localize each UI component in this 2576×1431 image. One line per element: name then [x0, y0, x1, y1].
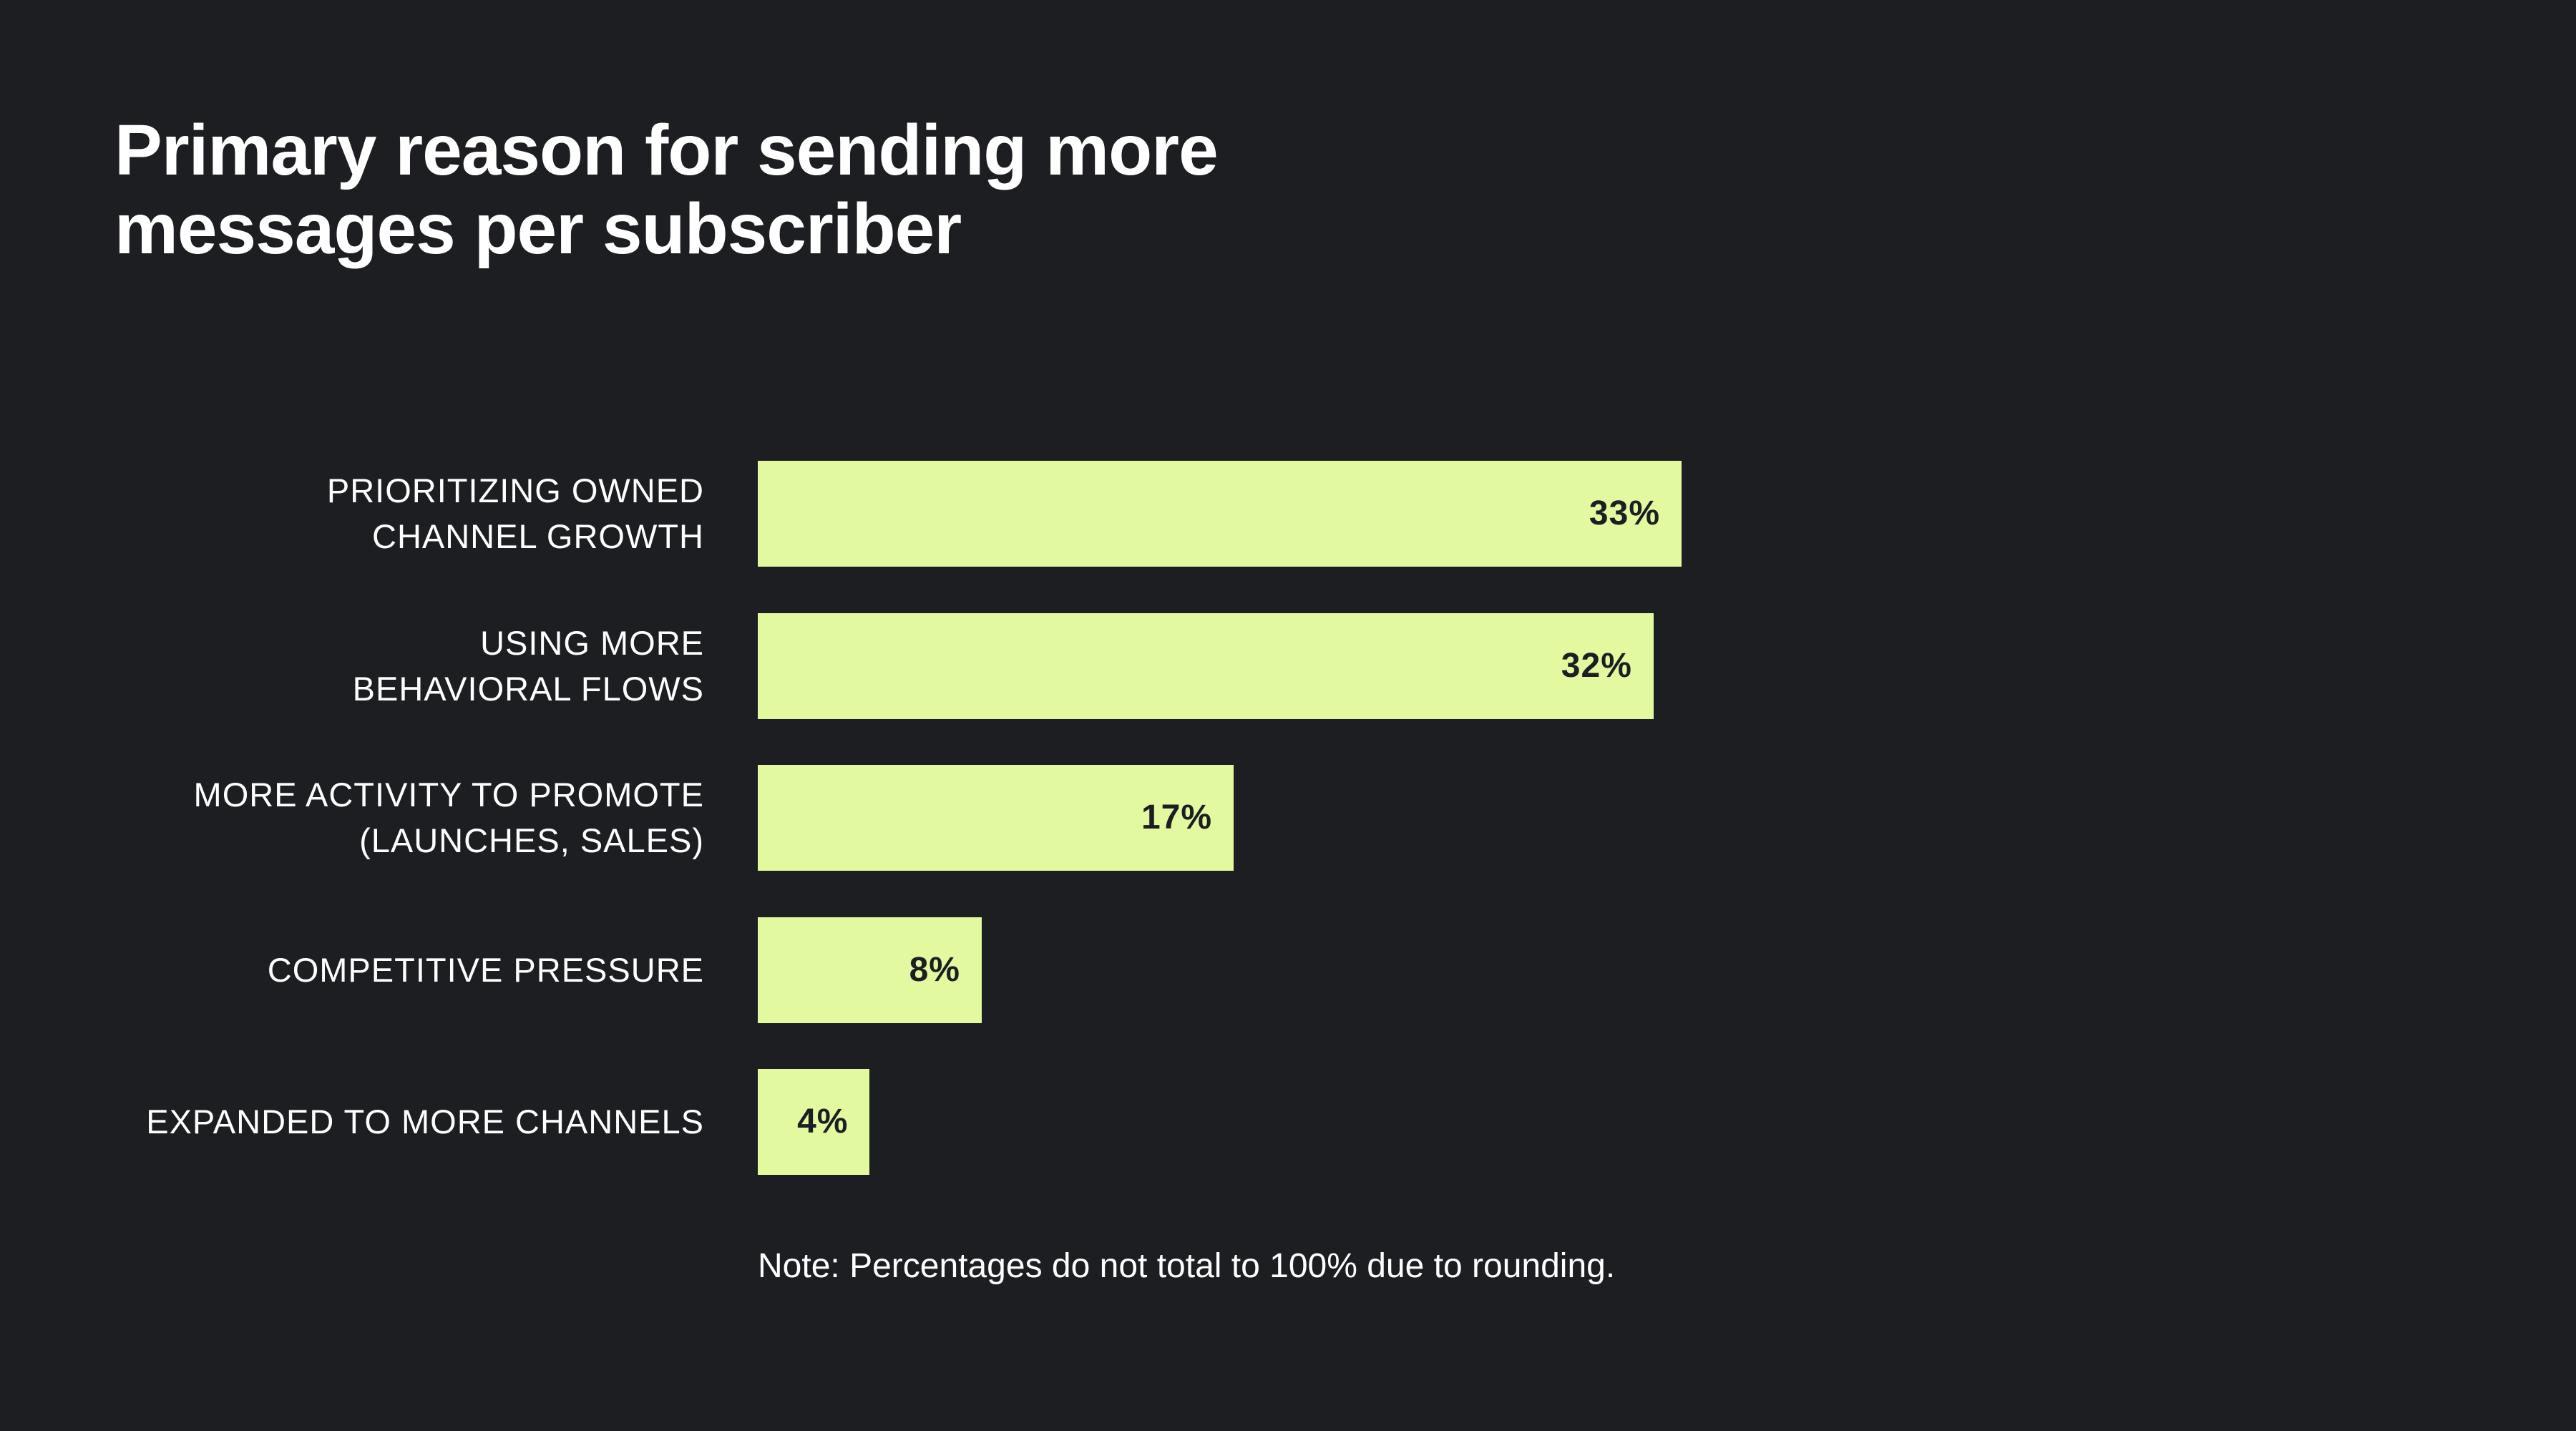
bar: 17% [758, 765, 1234, 871]
chart-title: Primary reason for sending more messages… [114, 111, 1546, 268]
bar: 33% [758, 461, 1682, 567]
chart-note: Note: Percentages do not total to 100% d… [758, 1247, 1616, 1285]
category-label-line: CHANNEL GROWTH [372, 517, 704, 555]
category-label-line: BEHAVIORAL FLOWS [352, 669, 704, 708]
bar-value-label: 4% [797, 1103, 849, 1141]
bar: 8% [758, 917, 982, 1023]
category-label: COMPETITIVE PRESSURE [60, 947, 704, 993]
bar: 4% [758, 1069, 870, 1175]
chart-title-line-1: Primary reason for sending more [114, 110, 1219, 190]
category-label-line: PRIORITIZING OWNED [326, 472, 704, 509]
category-label: EXPANDED TO MORE CHANNELS [60, 1099, 704, 1145]
category-label-line: USING MORE [480, 623, 704, 662]
category-label-line: (LAUNCHES, SALES) [359, 821, 704, 859]
bar: 32% [758, 612, 1654, 719]
category-label-line: COMPETITIVE PRESSURE [267, 950, 704, 989]
bar-value-label: 32% [1561, 646, 1632, 685]
bar-value-label: 8% [909, 950, 960, 989]
chart-title-line-2: messages per subscriber [114, 189, 962, 269]
category-label: USING MORE BEHAVIORAL FLOWS [60, 620, 704, 712]
category-label: MORE ACTIVITY TO PROMOTE (LAUNCHES, SALES… [60, 772, 704, 864]
category-label-line: MORE ACTIVITY TO PROMOTE [193, 776, 704, 814]
category-label: PRIORITIZING OWNED CHANNEL GROWTH [60, 468, 704, 560]
bar-value-label: 33% [1589, 494, 1660, 532]
category-label-line: EXPANDED TO MORE CHANNELS [146, 1103, 704, 1141]
bar-value-label: 17% [1141, 798, 1213, 836]
